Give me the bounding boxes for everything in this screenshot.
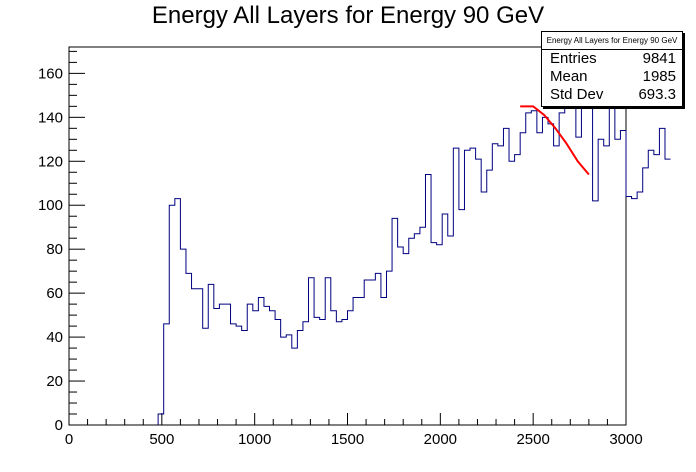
y-tick-label: 100 [38, 197, 63, 214]
stats-mean-value: 1985 [642, 68, 676, 85]
y-tick-label: 80 [46, 241, 63, 258]
stats-stddev-label: Std Dev [550, 86, 604, 103]
y-tick-label: 20 [46, 373, 63, 390]
x-tick-label: 500 [149, 431, 174, 448]
y-tick-labels: 0 20 40 60 80 100 120 140 160 [38, 65, 63, 434]
x-tick-label: 3000 [609, 431, 642, 448]
stats-stddev-value: 693.3 [638, 86, 676, 103]
fit-curve [520, 105, 590, 176]
x-tick-label: 1500 [331, 431, 364, 448]
y-tick-label: 120 [38, 153, 63, 170]
x-tick-label: 2500 [516, 431, 549, 448]
x-tick-labels: 0 500 1000 1500 2000 2500 3000 [65, 431, 643, 448]
chart-title: Energy All Layers for Energy 90 GeV [151, 2, 545, 29]
y-tick-label: 160 [38, 65, 63, 82]
x-tick-label: 2000 [424, 431, 457, 448]
y-tick-label: 0 [55, 417, 63, 434]
axis-ticks [68, 50, 627, 426]
stats-mean-label: Mean [550, 68, 588, 85]
stats-entries-label: Entries [550, 50, 597, 67]
stats-entries-value: 9841 [642, 50, 676, 67]
stats-row-mean: Mean 1985 [542, 68, 682, 86]
histogram-series [157, 79, 671, 425]
y-tick-label: 140 [38, 109, 63, 126]
y-tick-label: 60 [46, 285, 63, 302]
x-tick-label: 1000 [238, 431, 271, 448]
y-tick-label: 40 [46, 329, 63, 346]
stats-row-stddev: Std Dev 693.3 [542, 86, 682, 104]
stats-row-entries: Entries 9841 [542, 50, 682, 68]
x-tick-label: 0 [65, 431, 73, 448]
stats-box: Energy All Layers for Energy 90 GeV Entr… [541, 31, 683, 107]
stats-box-header: Energy All Layers for Energy 90 GeV [542, 32, 682, 50]
